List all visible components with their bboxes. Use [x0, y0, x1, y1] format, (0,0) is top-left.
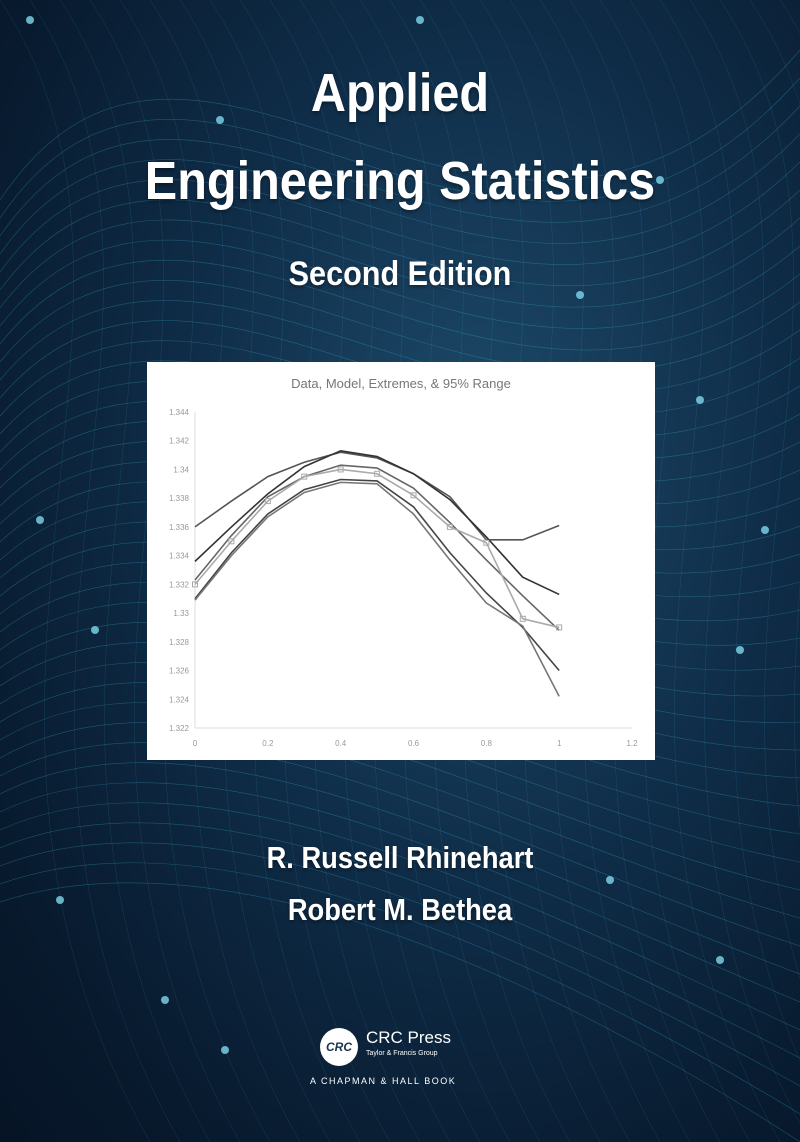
- y-tick-label: 1.33: [173, 609, 189, 618]
- glow-dot: [91, 626, 99, 634]
- line-chart: Data, Model, Extremes, & 95% Range 1.322…: [169, 376, 638, 748]
- mesh-line: [0, 842, 800, 1087]
- mesh-line: [0, 133, 800, 255]
- y-tick-label: 1.334: [169, 552, 190, 561]
- mesh-line: [0, 742, 800, 947]
- y-tick-label: 1.338: [169, 494, 190, 503]
- mesh-line: [599, 0, 751, 1142]
- title-line-2: Engineering Statistics: [144, 151, 656, 211]
- glow-dot: [761, 526, 769, 534]
- x-tick-label: 0.8: [481, 739, 493, 748]
- mesh-line: [0, 280, 800, 372]
- data-point: [519, 615, 526, 622]
- y-tick-label: 1.336: [169, 523, 190, 532]
- mesh-line: [0, 0, 151, 1142]
- mesh-line: [0, 862, 800, 1115]
- series-line-3: [194, 464, 560, 631]
- y-tick-label: 1.332: [169, 580, 190, 589]
- title-line-1: Applied: [310, 63, 490, 123]
- glow-dot: [161, 996, 169, 1004]
- mesh-line: [0, 762, 800, 975]
- mesh-line: [719, 0, 800, 979]
- publisher-subtitle: Taylor & Francis Group: [366, 1050, 438, 1057]
- mesh-line: [0, 300, 800, 394]
- y-tick-label: 1.322: [169, 724, 190, 733]
- y-tick-label: 1.344: [169, 408, 190, 417]
- x-tick-label: 0.2: [262, 739, 274, 748]
- mesh-line: [89, 0, 241, 1142]
- mesh-line: [0, 802, 800, 1031]
- glow-dot: [656, 176, 664, 184]
- mesh-line: [0, 722, 800, 919]
- y-tick-label: 1.326: [169, 667, 190, 676]
- edition: Second Edition: [288, 255, 512, 293]
- series-line-4: [194, 468, 560, 629]
- mesh-line: [629, 0, 781, 1142]
- glow-dot: [716, 956, 724, 964]
- mesh-line: [0, 217, 800, 309]
- mesh-line: [0, 239, 800, 329]
- glow-dot: [736, 646, 744, 654]
- mesh-line: [0, 822, 800, 1059]
- mesh-line: [659, 0, 800, 1124]
- imprint: A CHAPMAN & HALL BOOK: [310, 1076, 457, 1086]
- glow-dot: [221, 1046, 229, 1054]
- mesh-line: [0, 49, 800, 201]
- chart-title: Data, Model, Extremes, & 95% Range: [291, 376, 511, 391]
- data-point: [337, 466, 344, 473]
- series-line-6: [194, 481, 560, 697]
- glow-dot: [36, 516, 44, 524]
- author-1: R. Russell Rhinehart: [266, 840, 534, 875]
- mesh-line: [0, 189, 800, 291]
- glow-dot: [606, 876, 614, 884]
- chart-panel: Data, Model, Extremes, & 95% Range 1.322…: [147, 362, 655, 760]
- mesh-line: [29, 0, 181, 1142]
- glow-dot: [56, 896, 64, 904]
- glow-dot: [696, 396, 704, 404]
- mesh-line: [0, 161, 800, 273]
- data-point: [556, 624, 563, 631]
- mesh-line: [689, 0, 800, 1062]
- x-tick-label: 1: [557, 739, 562, 748]
- y-tick-label: 1.328: [169, 638, 190, 647]
- y-tick-label: 1.324: [169, 695, 190, 704]
- series-line-2: [194, 449, 560, 596]
- data-point: [410, 492, 417, 499]
- series-line-1: [194, 451, 560, 541]
- publisher-logo: CRC CRC Press Taylor & Francis Group A C…: [310, 1028, 520, 1098]
- data-point: [192, 581, 198, 588]
- y-tick-label: 1.342: [169, 437, 190, 446]
- x-tick-label: 0.6: [408, 739, 420, 748]
- x-tick-label: 1.2: [626, 739, 638, 748]
- x-tick-label: 0.4: [335, 739, 347, 748]
- glow-dot: [216, 116, 224, 124]
- mesh-line: [0, 882, 800, 1142]
- data-point: [228, 538, 235, 545]
- data-point: [264, 498, 271, 505]
- author-2: Robert M. Bethea: [287, 892, 513, 927]
- data-point: [301, 473, 308, 480]
- mesh-line: [0, 259, 800, 351]
- glow-dot: [26, 16, 34, 24]
- mesh-line: [0, 782, 800, 1003]
- mesh-line: [0, 77, 800, 219]
- crc-logo-icon: CRC: [320, 1028, 358, 1066]
- data-point: [483, 539, 490, 546]
- glow-dot: [576, 291, 584, 299]
- mesh-line: [0, 105, 800, 237]
- mesh-line: [59, 0, 211, 1142]
- y-tick-label: 1.34: [173, 465, 189, 474]
- data-point: [446, 523, 453, 530]
- x-tick-label: 0: [193, 739, 198, 748]
- data-point: [374, 470, 381, 477]
- publisher-name: CRC Press: [366, 1028, 452, 1047]
- series-line-5: [194, 478, 560, 672]
- glow-dot: [416, 16, 424, 24]
